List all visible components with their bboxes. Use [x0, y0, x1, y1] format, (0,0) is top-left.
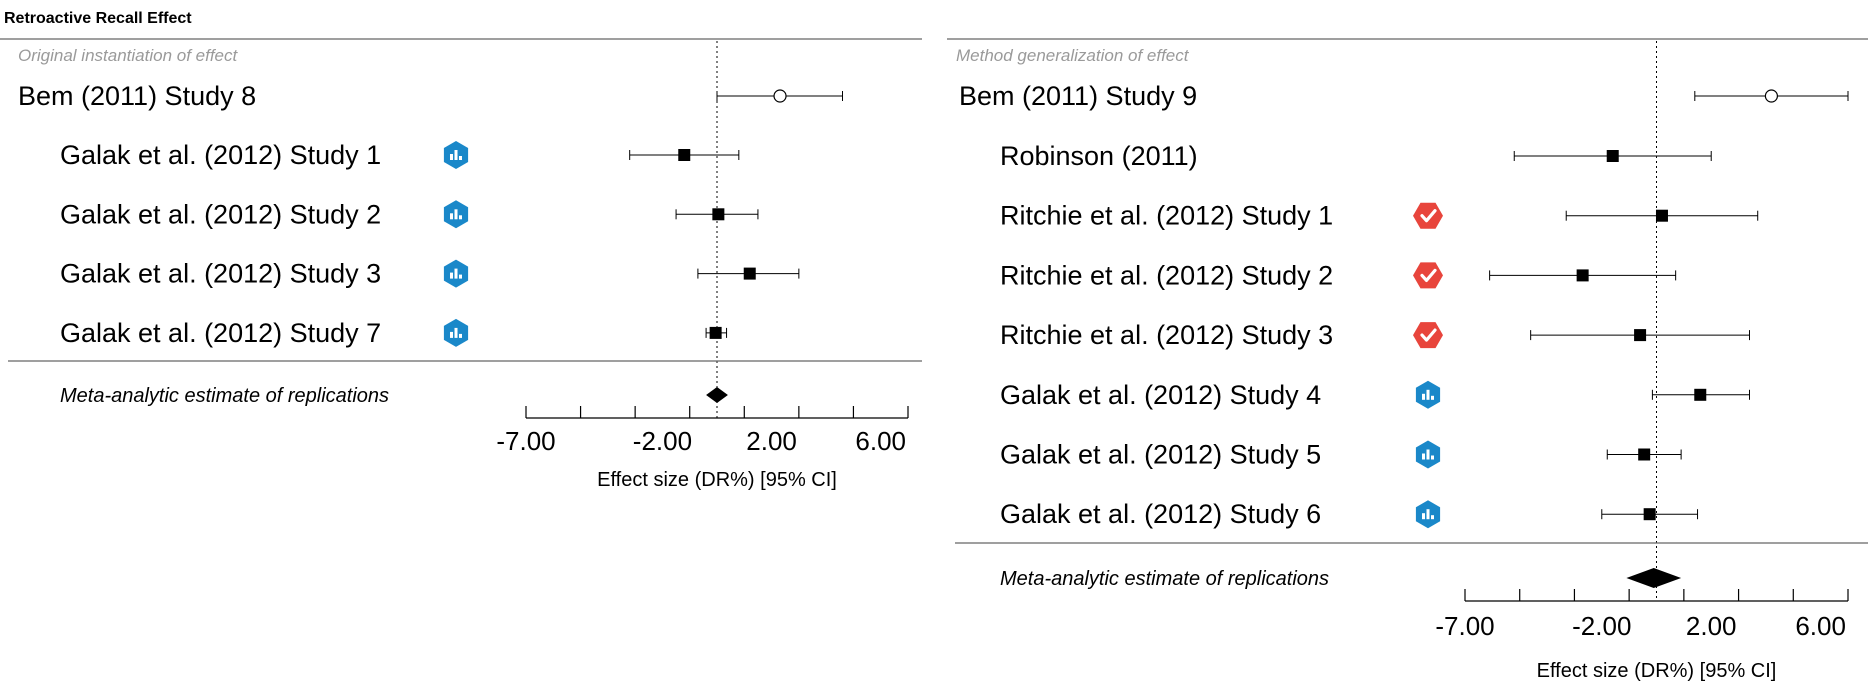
- badge-hexagon: [1413, 202, 1443, 229]
- replication-estimate-point: [712, 208, 725, 221]
- badge-bar: [454, 327, 458, 338]
- badge-bar: [450, 331, 453, 338]
- osf-badge-icon: [1415, 500, 1441, 529]
- x-tick-label: 6.00: [1795, 611, 1846, 641]
- replication-label: Galak et al. (2012) Study 7: [60, 318, 381, 348]
- badge-bar: [1422, 513, 1425, 520]
- replication-label: Galak et al. (2012) Study 2: [60, 199, 381, 229]
- x-tick-label: -7.00: [496, 426, 555, 456]
- badge-bar: [1431, 455, 1434, 460]
- panel-generalization: Method generalization of effect Bem (2011…: [947, 38, 1868, 682]
- x-tick-label: 2.00: [746, 426, 797, 456]
- x-tick-label: 2.00: [1686, 611, 1737, 641]
- x-tick-label: 6.00: [855, 426, 906, 456]
- osf-badge-icon: [443, 200, 469, 229]
- replication-label: Galak et al. (2012) Study 4: [1000, 380, 1321, 410]
- badge-bar: [1431, 395, 1434, 400]
- badge-bar: [1422, 393, 1425, 400]
- replication-label: Galak et al. (2012) Study 1: [60, 140, 381, 170]
- badge-bar: [459, 333, 462, 338]
- section-label: Method generalization of effect: [956, 46, 1190, 65]
- badge-bar: [450, 272, 453, 279]
- replication-estimate-point: [1694, 388, 1707, 401]
- badge-bar: [450, 213, 453, 220]
- meta-estimate-diamond: [706, 387, 728, 403]
- section-label: Original instantiation of effect: [18, 46, 239, 65]
- registered-badge-icon: [1413, 202, 1443, 229]
- badge-check: [1420, 268, 1437, 282]
- x-axis-label: Effect size (DR%) [95% CI]: [597, 469, 837, 491]
- replication-estimate-point: [1638, 448, 1651, 461]
- replication-estimate-point: [709, 326, 722, 339]
- badge-bar: [459, 215, 462, 220]
- badge-bar: [454, 209, 458, 220]
- osf-badge-icon: [443, 141, 469, 169]
- x-axis-label: Effect size (DR%) [95% CI]: [1537, 660, 1777, 682]
- original-estimate-point: [1764, 89, 1779, 103]
- osf-badge-icon: [1415, 380, 1441, 409]
- replication-label: Ritchie et al. (2012) Study 1: [1000, 201, 1333, 231]
- replication-label: Galak et al. (2012) Study 6: [1000, 499, 1321, 529]
- badge-bar: [1426, 449, 1430, 460]
- badge-bar: [1426, 509, 1430, 520]
- replication-estimate-point: [1655, 209, 1668, 222]
- panel-original: Original instantiation of effect Bem (201…: [0, 38, 922, 491]
- badge-bar: [459, 156, 462, 160]
- badge-hexagon: [1413, 322, 1443, 349]
- badge-hexagon: [1413, 262, 1443, 289]
- replication-label: Galak et al. (2012) Study 5: [1000, 440, 1321, 470]
- osf-badge-icon: [443, 318, 469, 347]
- badge-bar: [1422, 453, 1425, 460]
- original-study-label: Bem (2011) Study 8: [18, 81, 256, 111]
- badge-bar: [454, 150, 458, 160]
- meta-label: Meta-analytic estimate of replications: [60, 385, 389, 407]
- replication-label: Galak et al. (2012) Study 3: [60, 259, 381, 289]
- osf-badge-icon: [443, 259, 469, 288]
- osf-badge-icon: [1415, 440, 1441, 469]
- replication-label: Ritchie et al. (2012) Study 3: [1000, 320, 1333, 350]
- meta-label: Meta-analytic estimate of replications: [1000, 568, 1329, 590]
- replication-label: Ritchie et al. (2012) Study 2: [1000, 260, 1333, 290]
- badge-check: [1420, 209, 1437, 223]
- x-tick-label: -2.00: [1572, 611, 1631, 641]
- replication-estimate-point: [743, 267, 756, 280]
- badge-bar: [459, 274, 462, 279]
- original-estimate-point: [773, 89, 787, 103]
- replication-estimate-point: [1576, 269, 1589, 282]
- badge-bar: [1431, 515, 1434, 520]
- registered-badge-icon: [1413, 262, 1443, 289]
- replication-estimate-point: [1643, 508, 1656, 521]
- x-tick-label: -7.00: [1435, 611, 1494, 641]
- badge-bar: [1426, 389, 1430, 400]
- replication-estimate-point: [1606, 150, 1619, 162]
- x-tick-label: -2.00: [633, 426, 692, 456]
- badge-bar: [450, 154, 453, 160]
- badge-bar: [454, 268, 458, 279]
- replication-label: Robinson (2011): [1000, 141, 1198, 171]
- badge-check: [1420, 328, 1437, 342]
- figure-title: Retroactive Recall Effect: [4, 10, 192, 27]
- registered-badge-icon: [1413, 322, 1443, 349]
- replication-estimate-point: [1634, 329, 1647, 342]
- replication-estimate-point: [678, 149, 691, 161]
- original-study-label: Bem (2011) Study 9: [959, 81, 1197, 111]
- meta-estimate-diamond: [1626, 568, 1682, 588]
